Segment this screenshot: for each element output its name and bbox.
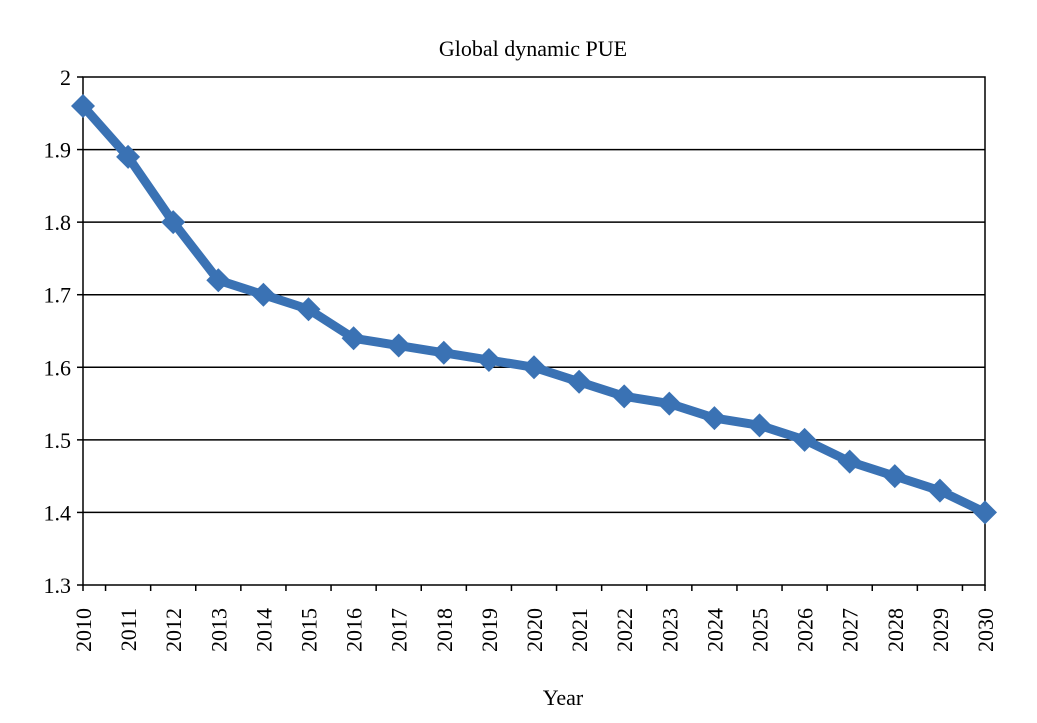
data-point-marker (882, 464, 907, 489)
y-tick-label: 2 (60, 65, 71, 90)
x-tick-label: 2030 (973, 608, 998, 652)
x-tick-label: 2027 (838, 608, 863, 652)
x-tick-label: 2015 (297, 608, 322, 652)
chart-title: Global dynamic PUE (439, 36, 627, 61)
x-tick-label: 2010 (71, 608, 96, 652)
data-point-marker (206, 268, 231, 293)
x-axis-label: Year (543, 685, 584, 710)
x-tick-label: 2020 (522, 608, 547, 652)
y-tick-label: 1.5 (44, 428, 72, 453)
y-axis-ticks: 1.3 1.4 1.5 1.6 1.7 1.8 1.9 2 (44, 65, 83, 598)
x-tick-label: 2026 (793, 608, 818, 652)
x-tick-label: 2024 (702, 608, 727, 652)
data-point-marker (161, 210, 186, 235)
x-tick-label: 2017 (387, 608, 412, 652)
data-point-marker (251, 282, 276, 307)
data-point-marker (657, 391, 682, 416)
y-tick-label: 1.4 (44, 500, 72, 525)
data-point-marker (702, 406, 727, 431)
x-tick-label: 2025 (748, 608, 773, 652)
y-tick-label: 1.3 (44, 573, 72, 598)
y-tick-label: 1.7 (44, 283, 72, 308)
data-point-marker (341, 326, 366, 351)
plot-area-frame (82, 76, 986, 586)
x-tick-label: 2012 (161, 608, 186, 652)
data-point-marker (837, 449, 862, 474)
data-point-marker (116, 144, 141, 169)
data-point-marker (567, 369, 592, 394)
x-tick-label: 2013 (206, 608, 231, 652)
x-tick-label: 2029 (928, 608, 953, 652)
data-point-marker (927, 478, 952, 503)
data-point-marker (386, 333, 411, 358)
x-tick-label: 2016 (342, 608, 367, 652)
x-tick-label: 2019 (477, 608, 502, 652)
data-point-marker (476, 348, 501, 373)
data-point-marker (792, 427, 817, 452)
data-point-marker (296, 297, 321, 322)
x-tick-label: 2028 (883, 608, 908, 652)
data-point-marker (431, 340, 456, 365)
x-tick-label: 2021 (567, 608, 592, 652)
series-group (71, 94, 997, 525)
x-tick-label: 2018 (432, 608, 457, 652)
y-tick-label: 1.8 (44, 210, 72, 235)
data-point-marker (612, 384, 637, 409)
x-tick-label: 2011 (116, 608, 141, 651)
data-point-marker (71, 94, 95, 119)
x-tick-label: 2022 (612, 608, 637, 652)
x-tick-label: 2023 (657, 608, 682, 652)
data-point-marker (522, 355, 546, 380)
data-point-marker (747, 413, 772, 438)
y-tick-label: 1.9 (44, 138, 72, 163)
x-tick-label: 2014 (251, 608, 276, 652)
data-point-marker (973, 500, 997, 525)
y-tick-label: 1.6 (44, 355, 72, 380)
x-axis-ticks: 2010 2011 2012 2013 2014 2015 2016 2017 2018 2019… (71, 585, 998, 652)
